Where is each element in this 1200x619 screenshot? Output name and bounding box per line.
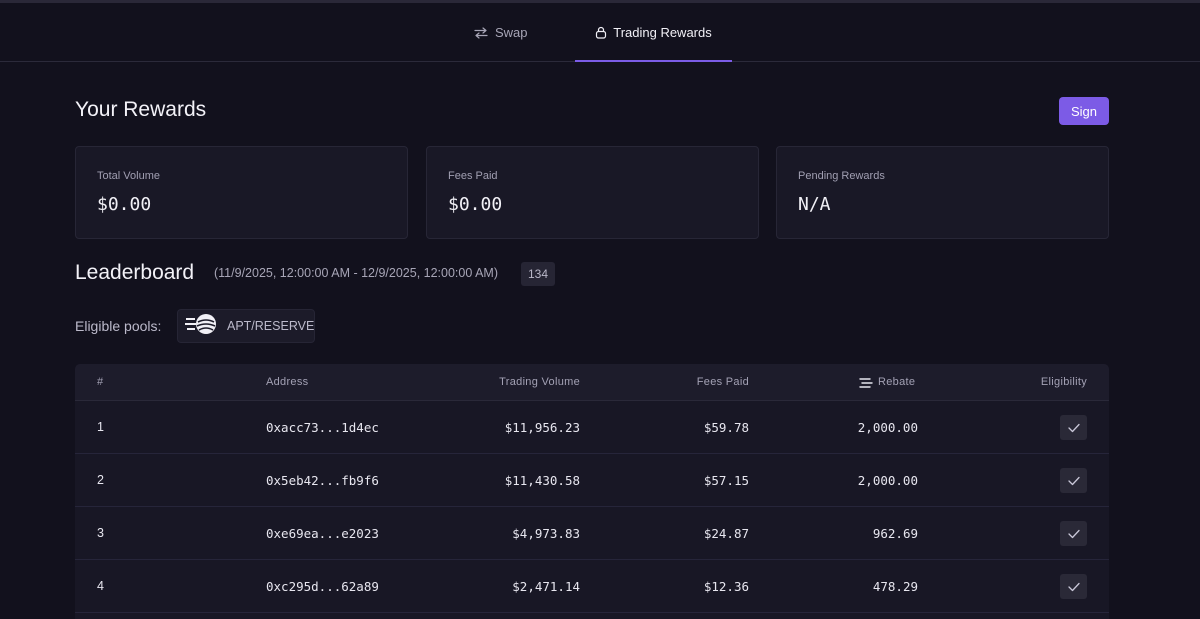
row-address[interactable]: 0x5eb42...fb9f6 (266, 473, 379, 488)
column-eligibility: Eligibility (1040, 376, 1087, 388)
swap-arrows-icon (473, 26, 489, 39)
row-rebate: 478.29 (872, 579, 918, 594)
card-value: $0.00 (448, 194, 503, 215)
row-volume: $11,956.23 (504, 420, 580, 435)
pool-logo-icon (185, 313, 217, 340)
pending-rewards-card: Pending Rewards N/A (776, 146, 1109, 239)
row-address[interactable]: 0xacc73...1d4ec (266, 420, 379, 435)
column-address: Address (266, 376, 309, 388)
rebate-icon (859, 376, 873, 394)
table-row: 2 0x5eb42...fb9f6 $11,430.58 $57.15 2,00… (75, 454, 1109, 507)
tab-swap[interactable]: Swap (473, 3, 528, 62)
eligible-pools-label: Eligible pools: (75, 318, 162, 334)
card-label: Pending Rewards (798, 170, 885, 182)
table-row: 3 0xe69ea...e2023 $4,973.83 $24.87 962.6… (75, 507, 1109, 560)
tab-trading-rewards-label: Trading Rewards (613, 25, 712, 40)
card-value: $0.00 (97, 194, 152, 215)
pool-name: APT/RESERVE (227, 319, 315, 333)
row-fees: $57.15 (703, 473, 749, 488)
sign-button[interactable]: Sign (1059, 97, 1109, 125)
table-header: # Address Trading Volume Fees Paid Rebat… (75, 364, 1109, 401)
row-rebate: 2,000.00 (857, 473, 918, 488)
leaderboard-date-range: (11/9/2025, 12:00:00 AM - 12/9/2025, 12:… (214, 266, 498, 280)
row-volume: $2,471.14 (512, 579, 580, 594)
leaderboard-count-badge: 134 (521, 262, 555, 286)
tab-swap-label: Swap (495, 25, 528, 40)
row-fees: $59.78 (703, 420, 749, 435)
leaderboard-table: # Address Trading Volume Fees Paid Rebat… (75, 364, 1109, 619)
column-fees-paid: Fees Paid (696, 376, 749, 388)
lock-icon (595, 26, 607, 39)
check-icon (1067, 529, 1080, 538)
row-rank: 2 (97, 473, 104, 487)
leaderboard-title: Leaderboard (75, 261, 195, 284)
card-label: Fees Paid (448, 170, 498, 182)
row-rank: 3 (97, 526, 104, 540)
row-volume: $4,973.83 (512, 526, 580, 541)
tab-trading-rewards[interactable]: Trading Rewards (575, 3, 732, 62)
column-trading-volume: Trading Volume (499, 376, 580, 388)
eligibility-check (1060, 574, 1087, 599)
active-tab-indicator (575, 60, 732, 62)
eligibility-check (1060, 415, 1087, 440)
check-icon (1067, 423, 1080, 432)
eligibility-check (1060, 468, 1087, 493)
fees-paid-card: Fees Paid $0.00 (426, 146, 759, 239)
row-volume: $11,430.58 (504, 473, 580, 488)
eligibility-check (1060, 521, 1087, 546)
check-icon (1067, 582, 1080, 591)
tab-bar: Swap Trading Rewards (0, 3, 1200, 62)
row-fees: $12.36 (703, 579, 749, 594)
page-title: Your Rewards (75, 98, 207, 121)
total-volume-card: Total Volume $0.00 (75, 146, 408, 239)
column-rank: # (97, 376, 104, 388)
check-icon (1067, 476, 1080, 485)
card-value: N/A (798, 194, 831, 215)
row-rebate: 962.69 (872, 526, 918, 541)
pool-chip-apt-reserve[interactable]: APT/RESERVE (177, 309, 315, 343)
row-rank: 1 (97, 420, 104, 434)
row-address[interactable]: 0xe69ea...e2023 (266, 526, 379, 541)
row-rebate: 2,000.00 (857, 420, 918, 435)
row-rank: 4 (97, 579, 104, 593)
table-row: 1 0xacc73...1d4ec $11,956.23 $59.78 2,00… (75, 401, 1109, 454)
card-label: Total Volume (97, 170, 160, 182)
column-rebate: Rebate (878, 376, 916, 388)
top-border (0, 0, 1200, 3)
table-row: 4 0xc295d...62a89 $2,471.14 $12.36 478.2… (75, 560, 1109, 613)
row-fees: $24.87 (703, 526, 749, 541)
row-address[interactable]: 0xc295d...62a89 (266, 579, 379, 594)
